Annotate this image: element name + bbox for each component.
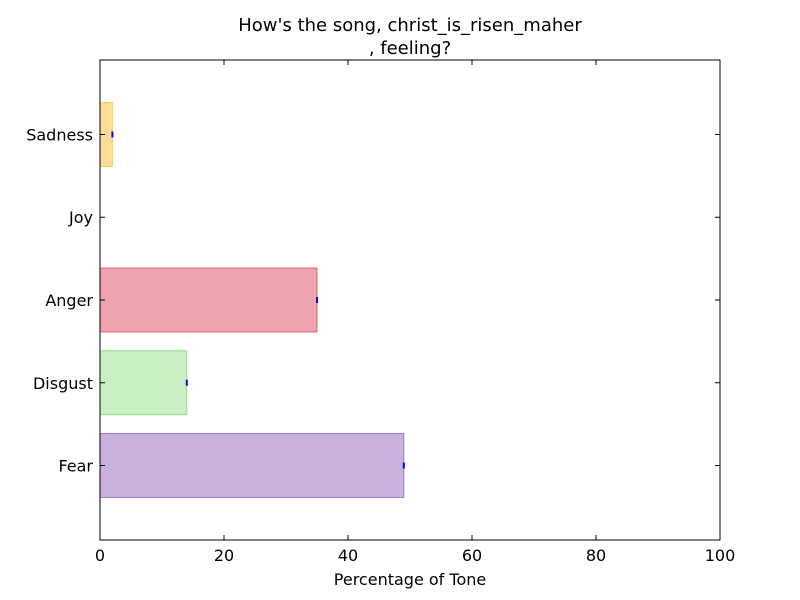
plot-frame: [99, 59, 721, 541]
x-tick-label-100: 100: [705, 546, 736, 565]
x-tick-label-20: 20: [214, 546, 234, 565]
bars-group: [99, 101, 405, 499]
bar-disgust: [99, 350, 188, 416]
chart-title-line-1: How's the song, christ_is_risen_maher: [238, 15, 582, 36]
ticks-group: Fear Disgust Anger Joy Sadness 0 20 40 60 80 100: [26, 60, 735, 565]
y-tick-label-fear: Fear: [58, 457, 93, 476]
bar-anger: [99, 267, 318, 333]
x-tick-label-0: 0: [95, 546, 105, 565]
chart-title-line-2: , feeling?: [369, 38, 451, 59]
bar-fear: [99, 433, 405, 499]
x-tick-label-40: 40: [338, 546, 358, 565]
x-tick-label-80: 80: [586, 546, 606, 565]
x-tick-label-60: 60: [462, 546, 482, 565]
y-tick-label-joy: Joy: [68, 208, 93, 227]
y-tick-label-sadness: Sadness: [26, 125, 93, 144]
y-tick-label-anger: Anger: [45, 291, 93, 310]
x-axis-label: Percentage of Tone: [334, 570, 486, 589]
y-tick-label-disgust: Disgust: [33, 374, 93, 393]
